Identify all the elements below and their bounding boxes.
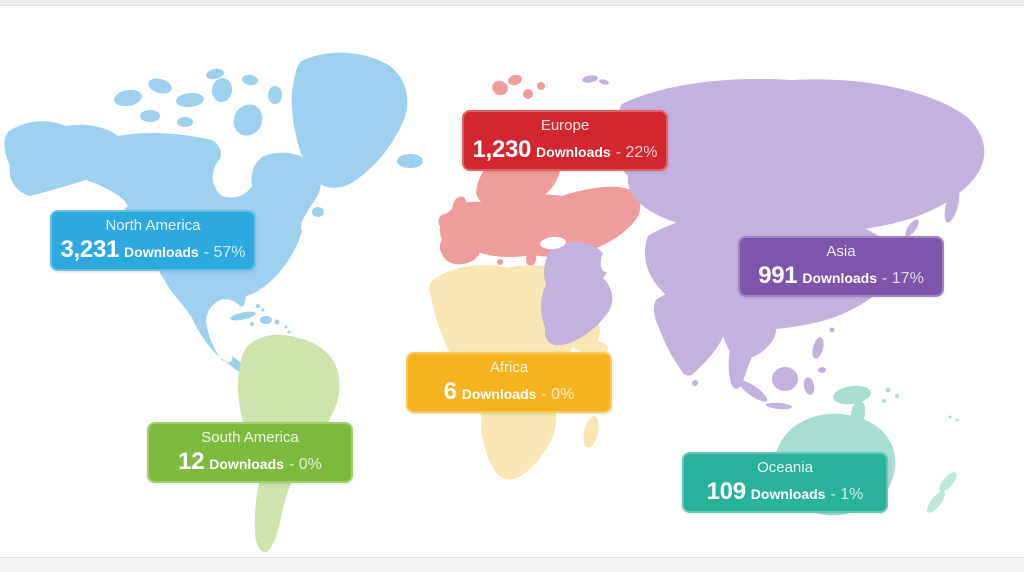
islands-new-zealand[interactable] xyxy=(924,470,959,516)
region-name: South America xyxy=(201,429,299,447)
region-name: North America xyxy=(105,217,201,235)
downloads-percent: - 57% xyxy=(203,243,246,261)
downloads-value: 3,231 xyxy=(60,235,120,263)
region-label-oceania[interactable]: Oceania 109 Downloads - 1% xyxy=(682,452,888,513)
top-edge-bar xyxy=(0,0,1024,6)
region-label-south-america[interactable]: South America 12 Downloads - 0% xyxy=(147,422,353,483)
downloads-unit-label: Downloads xyxy=(536,143,611,160)
region-label-africa[interactable]: Africa 6 Downloads - 0% xyxy=(406,352,612,413)
downloads-percent: - 0% xyxy=(288,455,322,473)
downloads-value: 991 xyxy=(758,261,798,289)
downloads-unit-label: Downloads xyxy=(124,243,199,260)
region-stats: 12 Downloads - 0% xyxy=(178,448,322,476)
region-label-north-america[interactable]: North America 3,231 Downloads - 57% xyxy=(50,210,256,271)
region-name: Asia xyxy=(826,243,856,261)
downloads-unit-label: Downloads xyxy=(461,385,537,402)
downloads-percent: - 22% xyxy=(615,143,658,161)
downloads-unit-label: Downloads xyxy=(750,485,826,502)
downloads-percent: - 0% xyxy=(541,385,575,403)
bottom-edge-bar xyxy=(0,557,1024,572)
downloads-unit-label: Downloads xyxy=(209,455,284,472)
region-stats: 1,230 Downloads - 22% xyxy=(472,136,657,164)
downloads-percent: - 1% xyxy=(830,485,864,503)
region-name: Oceania xyxy=(757,459,813,477)
downloads-value: 1,230 xyxy=(472,135,532,163)
region-name: Europe xyxy=(540,117,590,135)
region-stats: 109 Downloads - 1% xyxy=(707,478,864,506)
downloads-value: 6 xyxy=(443,377,457,405)
region-name: Africa xyxy=(489,359,529,377)
downloads-value: 109 xyxy=(706,477,746,505)
downloads-value: 12 xyxy=(178,447,205,475)
downloads-unit-label: Downloads xyxy=(802,269,878,286)
region-label-asia[interactable]: Asia 991 Downloads - 17% xyxy=(738,236,944,297)
region-stats: 991 Downloads - 17% xyxy=(758,262,924,290)
region-stats: 6 Downloads - 0% xyxy=(444,378,575,406)
region-stats: 3,231 Downloads - 57% xyxy=(60,236,245,264)
downloads-percent: - 17% xyxy=(882,269,924,287)
sea-overlays xyxy=(540,236,614,272)
region-label-europe[interactable]: Europe 1,230 Downloads - 22% xyxy=(462,110,668,171)
